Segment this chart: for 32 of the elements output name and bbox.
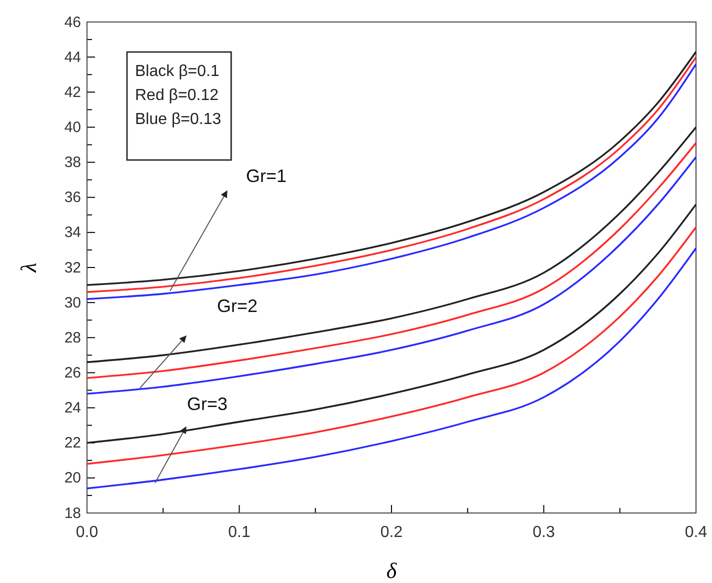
y-tick-label: 26 [64,364,81,382]
y-tick-label: 28 [64,329,81,346]
annotation: Gr=1 [246,166,287,186]
y-tick-label: 42 [64,84,81,101]
line-series [86,203,697,444]
y-tick-label: 30 [64,294,81,312]
y-tick-label: 22 [64,434,81,452]
y-tick-label: 38 [64,154,81,172]
annotation: Gr=2 [217,296,258,316]
y-tick-label: 44 [64,48,81,66]
x-axis-title: δ [386,558,398,583]
y-tick-label: 36 [64,189,81,206]
annotation: Red β=0.12 [135,87,219,104]
x-tick-label: 0.0 [76,524,98,541]
y-tick-label: 34 [64,224,81,242]
line-series [86,226,697,465]
y-tick-label: 20 [64,470,81,487]
y-tick-label: 46 [64,14,81,31]
annotation: Black β=0.1 [135,63,220,80]
x-tick-label: 0.1 [228,524,250,541]
annotation: Gr=3 [187,394,228,414]
y-tick-label: 40 [64,119,81,136]
y-tick-label: 18 [64,504,81,522]
x-tick-label: 0.2 [380,524,403,541]
line-series [86,247,697,490]
y-tick-label: 24 [64,400,81,417]
annotation: Blue β=0.13 [135,111,222,128]
x-tick-label: 0.3 [532,524,555,541]
legend-box: Black β=0.1 Red β=0.12 Blue β=0.13 [126,51,232,161]
y-tick-label: 32 [64,259,81,276]
y-axis-title: λ [16,262,41,274]
x-tick-label: 0.4 [684,524,708,541]
